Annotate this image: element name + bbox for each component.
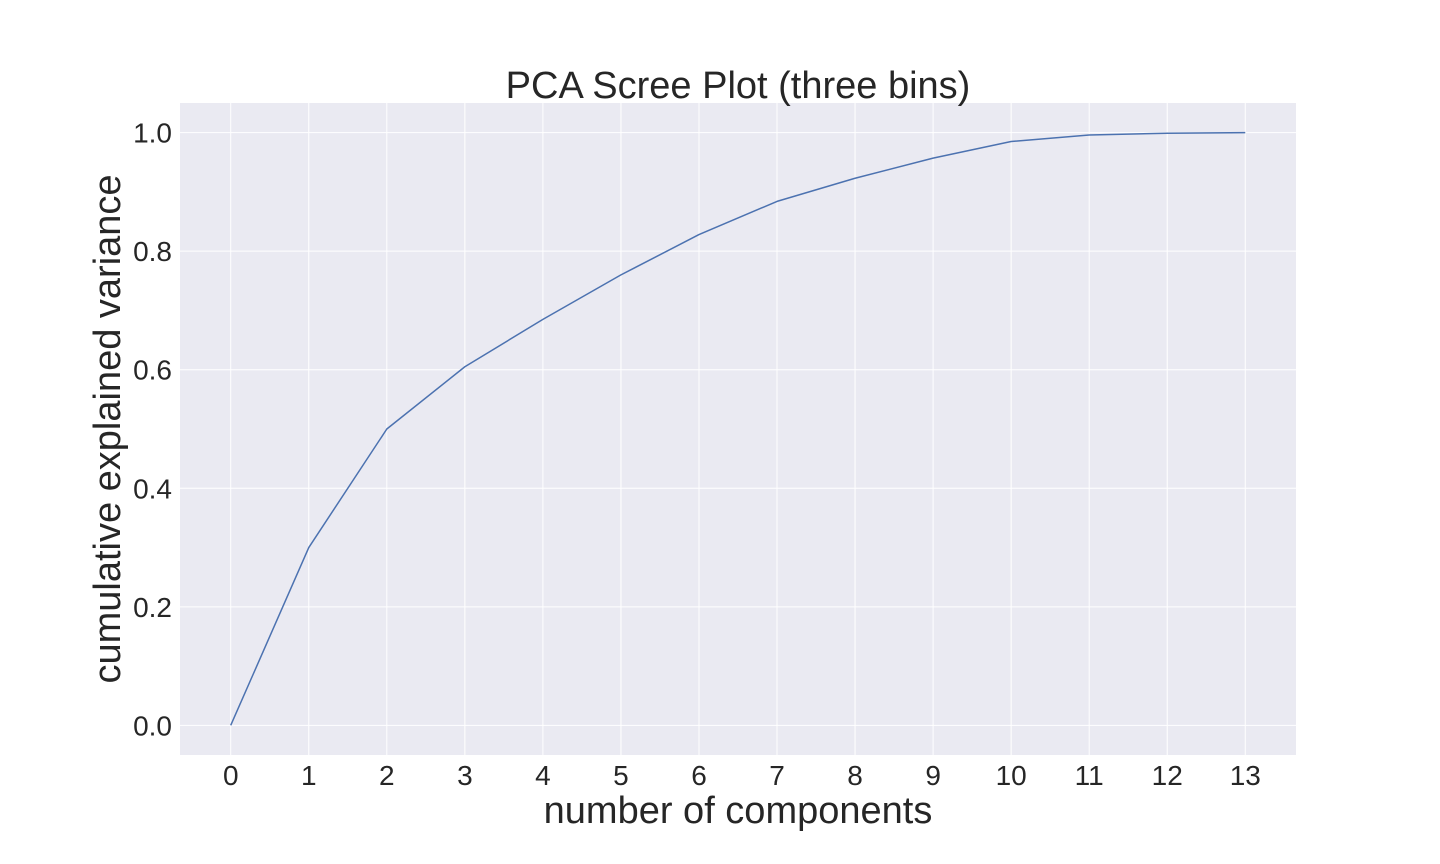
- y-tick-label: 0.4: [133, 473, 172, 504]
- plot-area: [180, 103, 1296, 755]
- x-axis-title: number of components: [544, 790, 933, 832]
- x-tick-labels: 0 1 2 3 4 5 6 7 8 9 10 11 12 13: [223, 760, 1261, 791]
- x-tick-label: 7: [769, 760, 785, 791]
- series-line: [230, 131, 1246, 726]
- x-tick-label: 0: [223, 760, 239, 791]
- x-tick-label: 5: [613, 760, 629, 791]
- y-tick-label: 0.0: [133, 710, 172, 741]
- x-tick-label: 11: [1075, 760, 1104, 791]
- x-tick-label: 3: [457, 760, 473, 791]
- y-tick-label: 1.0: [133, 118, 172, 149]
- grid-lines: [180, 103, 1296, 755]
- y-tick-label: 0.6: [133, 355, 172, 386]
- x-tick-label: 4: [535, 760, 551, 791]
- x-tick-label: 10: [996, 760, 1027, 791]
- y-tick-label: 0.8: [133, 236, 172, 267]
- x-tick-label: 2: [379, 760, 395, 791]
- x-tick-label: 8: [847, 760, 863, 791]
- y-axis-title: cumulative explained variance: [87, 174, 129, 683]
- x-tick-label: 12: [1152, 760, 1183, 791]
- x-tick-label: 6: [691, 760, 707, 791]
- y-tick-labels: 0.0 0.2 0.4 0.6 0.8 1.0: [133, 118, 172, 742]
- chart-title: PCA Scree Plot (three bins): [506, 65, 971, 107]
- x-tick-label: 9: [925, 760, 941, 791]
- x-tick-label: 1: [301, 760, 317, 791]
- x-tick-label: 13: [1230, 760, 1261, 791]
- y-tick-label: 0.2: [133, 592, 172, 623]
- series-lines: [230, 131, 1246, 726]
